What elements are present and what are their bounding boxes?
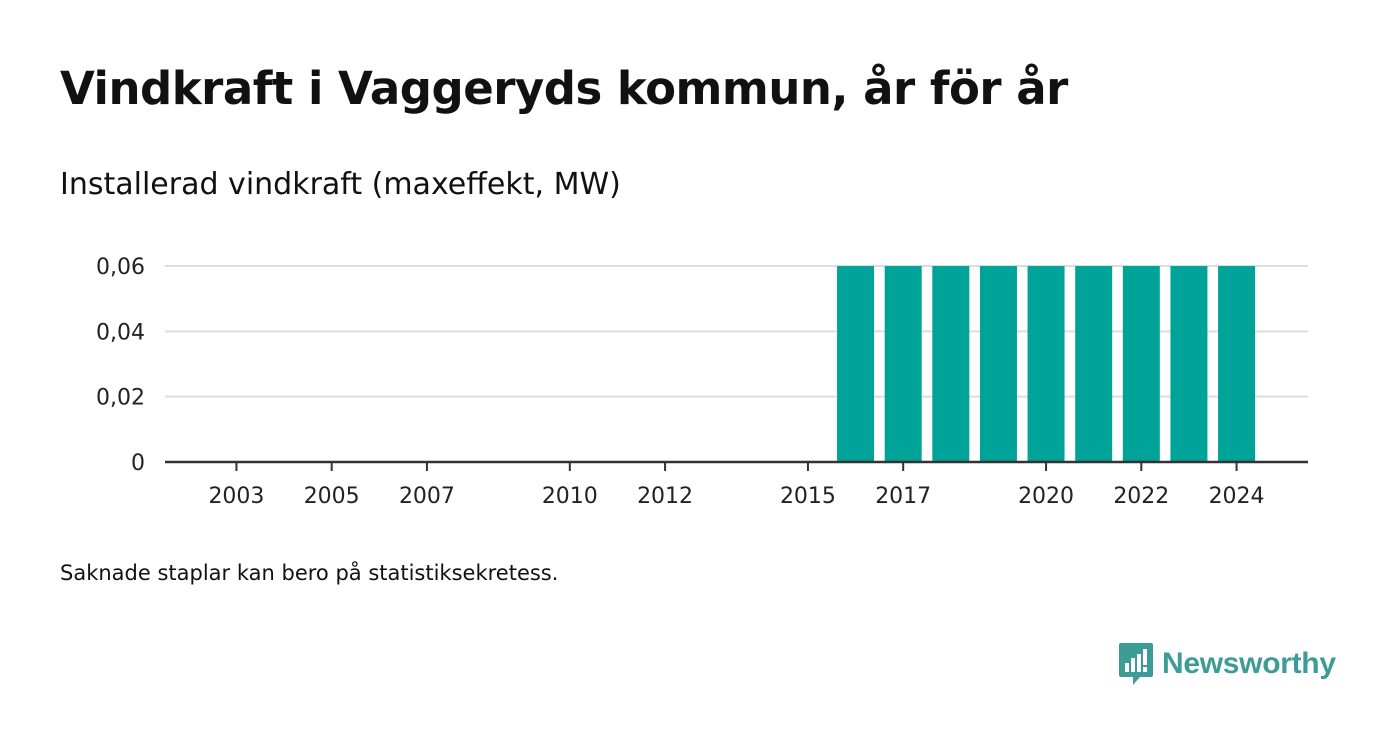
bar-2024	[1218, 266, 1256, 462]
bar-2018	[932, 266, 970, 462]
bar-2022	[1122, 266, 1160, 462]
y-tick-label: 0,04	[96, 320, 145, 345]
bar-2016	[837, 266, 875, 462]
x-axis-labels: 2003 2005 2007 2010 2012 2015 2017 2020 2022 2024	[208, 484, 1264, 509]
bar-2019	[979, 266, 1017, 462]
gridlines	[165, 265, 1308, 398]
y-tick-label: 0,02	[96, 386, 145, 411]
x-tick-label: 2015	[780, 484, 836, 509]
x-tick-label: 2022	[1113, 484, 1169, 509]
x-tick-label: 2012	[637, 484, 693, 509]
x-tick-label: 2007	[399, 484, 455, 509]
bar-chart: 00,020,040,06 2003 2005 2007 2010 2012 2015 20…	[96, 255, 1308, 509]
bar-2017	[884, 266, 922, 462]
brand-name: Newsworthy	[1162, 647, 1336, 680]
newsworthy-logo[interactable]: Newsworthy	[1118, 642, 1336, 686]
x-tick-label: 2024	[1209, 484, 1265, 509]
x-tick-label: 2005	[304, 484, 360, 509]
chart-title: Vindkraft i Vaggeryds kommun, år för år	[60, 62, 1068, 115]
y-tick-label: 0	[131, 451, 145, 476]
y-axis-labels: 0 0,02 0,04 0,06	[96, 255, 145, 476]
bar-2023	[1170, 266, 1208, 462]
bar-chart-speech-bubble-icon	[1119, 643, 1153, 685]
bar-2021	[1075, 266, 1113, 462]
x-tick-label: 2017	[875, 484, 931, 509]
x-axis	[165, 460, 1308, 471]
x-tick-label: 2010	[542, 484, 598, 509]
bar-2020	[1027, 266, 1065, 462]
bars	[837, 266, 1256, 462]
x-tick-label: 2003	[208, 484, 264, 509]
chart-subtitle: Installerad vindkraft (maxeffekt, MW)	[60, 167, 621, 202]
x-tick-label: 2020	[1018, 484, 1074, 509]
footnote: Saknade staplar kan bero på statistiksek…	[60, 561, 559, 585]
y-tick-label: 0,06	[96, 255, 145, 280]
